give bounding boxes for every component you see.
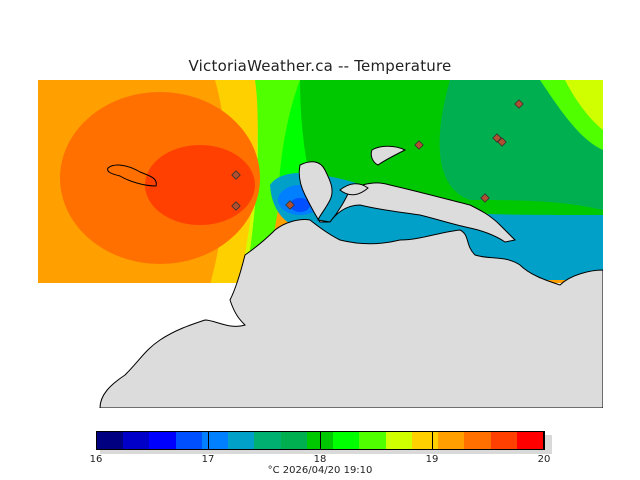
island-mid bbox=[339, 183, 369, 196]
lake-outline bbox=[107, 164, 157, 187]
legend-tick bbox=[96, 431, 97, 450]
legend-swatch bbox=[333, 432, 360, 449]
station-marker[interactable] bbox=[231, 170, 241, 180]
legend-swatch bbox=[490, 432, 517, 449]
legend-swatch bbox=[149, 432, 176, 449]
legend-swatch bbox=[306, 432, 334, 449]
temp-zone-17-8 bbox=[439, 80, 603, 210]
legend-swatch bbox=[385, 432, 412, 449]
legend-swatch bbox=[438, 432, 465, 449]
legend-swatch bbox=[228, 432, 255, 449]
land-mass bbox=[99, 219, 603, 408]
legend-tick-label: 16 bbox=[89, 454, 103, 465]
legend-swatch bbox=[123, 432, 150, 449]
legend-swatch bbox=[97, 432, 124, 449]
station-marker[interactable] bbox=[514, 99, 524, 109]
legend-tick bbox=[320, 431, 321, 450]
legend-footer: °C 2026/04/20 19:10 bbox=[0, 465, 640, 476]
timestamp: 2026/04/20 19:10 bbox=[282, 465, 373, 476]
island-north bbox=[370, 145, 407, 166]
legend-swatch bbox=[175, 432, 202, 449]
legend-tick-label: 18 bbox=[313, 454, 327, 465]
temp-zone-19-8 bbox=[145, 145, 255, 225]
legend-tick bbox=[432, 431, 433, 450]
legend-tick-label: 20 bbox=[537, 454, 551, 465]
legend-tick-label: 19 bbox=[425, 454, 439, 465]
legend-swatch bbox=[464, 432, 491, 449]
station-marker[interactable] bbox=[480, 193, 490, 203]
map-title: VictoriaWeather.ca -- Temperature bbox=[188, 57, 452, 75]
station-marker[interactable] bbox=[285, 200, 295, 210]
legend-tick bbox=[208, 431, 209, 450]
legend-swatch bbox=[516, 432, 543, 449]
unit-label: °C bbox=[267, 465, 280, 476]
station-marker[interactable] bbox=[497, 137, 507, 147]
legend-swatch bbox=[411, 432, 439, 449]
legend-tick-label: 17 bbox=[201, 454, 215, 465]
legend-swatch bbox=[201, 432, 229, 449]
legend-tick bbox=[544, 431, 545, 450]
legend-swatch bbox=[359, 432, 386, 449]
station-marker[interactable] bbox=[231, 201, 241, 211]
legend-swatch bbox=[280, 432, 307, 449]
station-marker[interactable] bbox=[414, 140, 424, 150]
temp-zone-19 bbox=[565, 80, 603, 130]
temp-zone-16-7 bbox=[290, 198, 310, 212]
peninsula bbox=[298, 161, 517, 243]
legend-swatch bbox=[254, 432, 281, 449]
